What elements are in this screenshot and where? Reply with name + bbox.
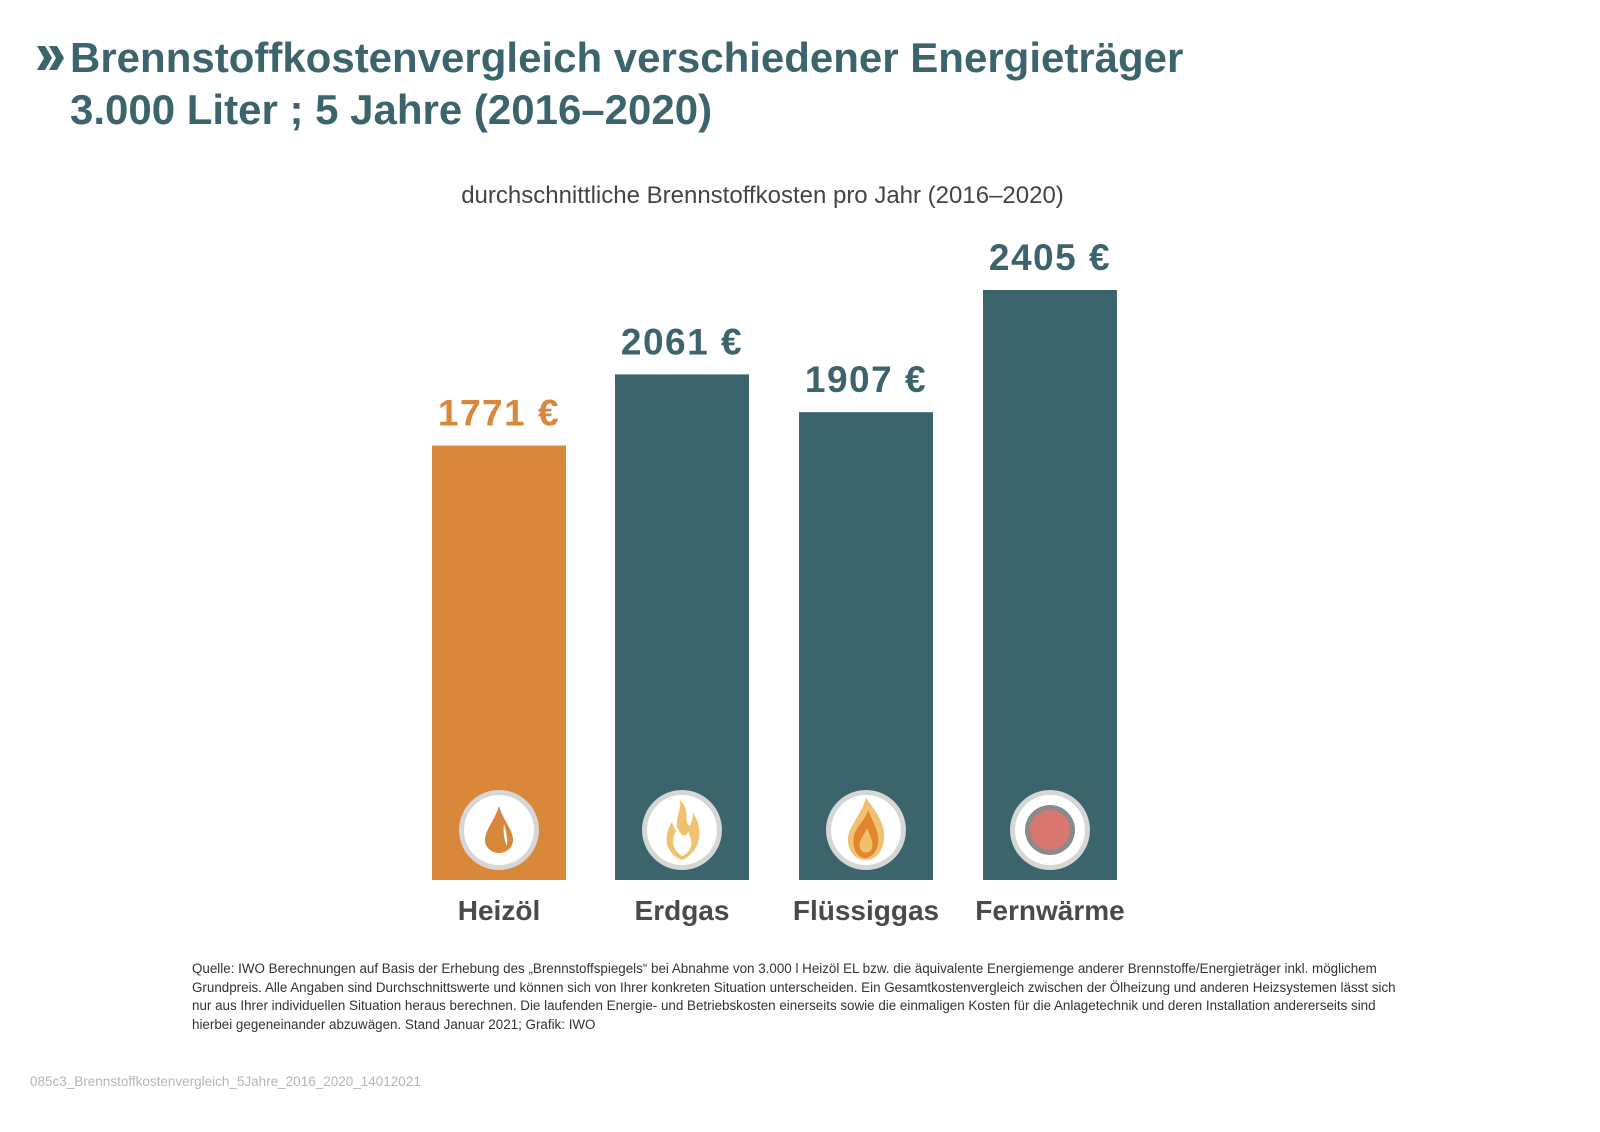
source-note: Quelle: IWO Berechnungen auf Basis der E… [192,961,1396,1032]
title-line-1: Brennstoffkostenvergleich verschiedener … [70,34,1184,81]
liquid-gas-flame-icon [848,798,885,860]
data-label: 1771 € [438,393,560,434]
data-label: 2405 € [989,237,1111,278]
title-line-2: 3.000 Liter ; 5 Jahre (2016–2020) [70,86,713,133]
file-name: 085c3_Brennstoffkostenvergleich_5Jahre_2… [30,1074,421,1089]
bar-Fernwärme [983,290,1117,880]
chart-title: durchschnittliche Brennstoffkosten pro J… [461,182,1064,209]
data-label: 2061 € [621,321,743,362]
oil-drop-icon [485,806,513,853]
category-label: Heizöl [458,895,540,926]
data-label: 1907 € [805,359,927,400]
bar-chart: 1771 € Heizöl 2061 € Erdgas 1907 € Flüssiggas… [432,237,1125,926]
category-label: Erdgas [635,895,730,926]
category-label: Flüssiggas [793,895,939,926]
gas-flame-icon [666,800,700,860]
district-heating-icon [1025,805,1075,855]
category-label: Fernwärme [975,895,1124,926]
double-chevron-right-icon [37,46,64,70]
